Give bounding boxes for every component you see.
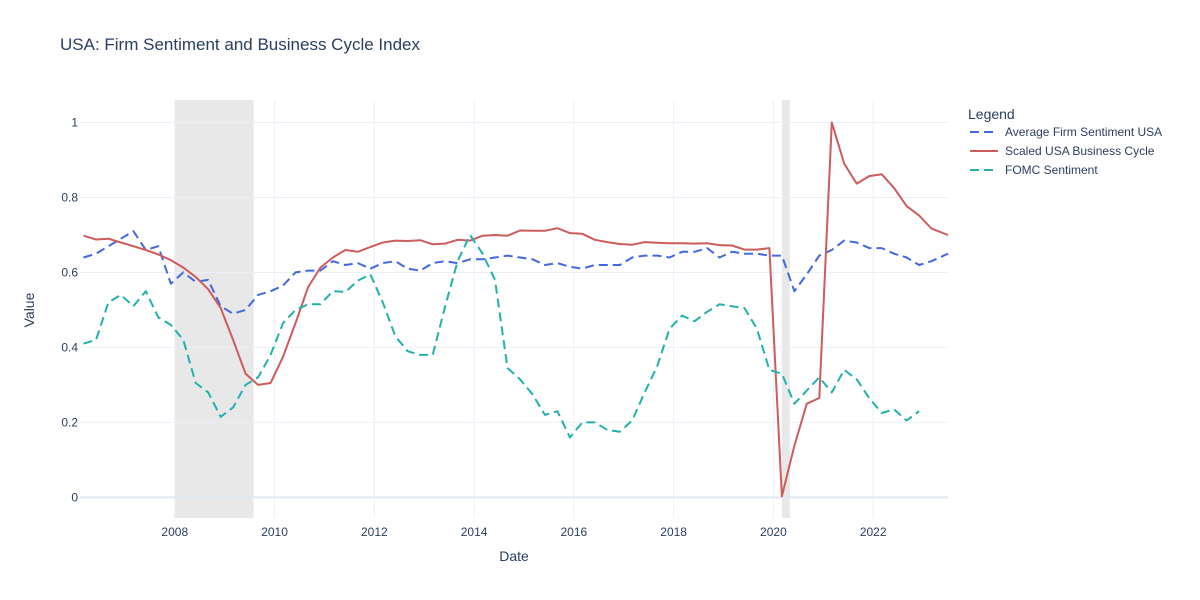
legend: Legend Average Firm Sentiment USA Scaled … — [968, 106, 1162, 177]
y-axis-title: Value — [21, 292, 37, 327]
series-line-1 — [83, 230, 949, 315]
y-tick-labels: 0 0.2 0.4 0.6 0.8 1 — [61, 115, 78, 504]
x-tick-labels: 2008 2010 2012 2014 2016 2018 2020 2022 — [161, 525, 886, 539]
legend-item-label: Average Firm Sentiment USA — [1005, 125, 1162, 139]
recession-bands — [174, 100, 790, 518]
series-line-3 — [83, 234, 920, 439]
legend-item-label: FOMC Sentiment — [1005, 163, 1098, 177]
x-tick-label: 2010 — [261, 525, 288, 539]
y-tick-label: 0 — [71, 490, 78, 504]
legend-item-label: Scaled USA Business Cycle — [1005, 144, 1155, 158]
recession-band — [174, 100, 254, 518]
y-tick-label: 1 — [71, 115, 78, 129]
x-tick-label: 2014 — [461, 525, 488, 539]
recession-band — [781, 100, 790, 518]
x-tick-label: 2020 — [760, 525, 787, 539]
y-tick-label: 0.2 — [61, 415, 78, 429]
y-tick-label: 0.6 — [61, 265, 78, 279]
x-axis-title: Date — [499, 548, 529, 564]
series-line-2 — [83, 121, 949, 498]
legend-title: Legend — [968, 106, 1015, 122]
y-tick-label: 0.4 — [61, 340, 78, 354]
x-tick-label: 2016 — [561, 525, 588, 539]
gridlines — [80, 100, 948, 518]
y-tick-label: 0.8 — [61, 190, 78, 204]
series-layer — [83, 121, 949, 498]
x-tick-label: 2008 — [161, 525, 188, 539]
x-tick-label: 2022 — [860, 525, 887, 539]
chart-title: USA: Firm Sentiment and Business Cycle I… — [60, 35, 420, 54]
x-tick-label: 2012 — [361, 525, 388, 539]
x-tick-label: 2018 — [660, 525, 687, 539]
